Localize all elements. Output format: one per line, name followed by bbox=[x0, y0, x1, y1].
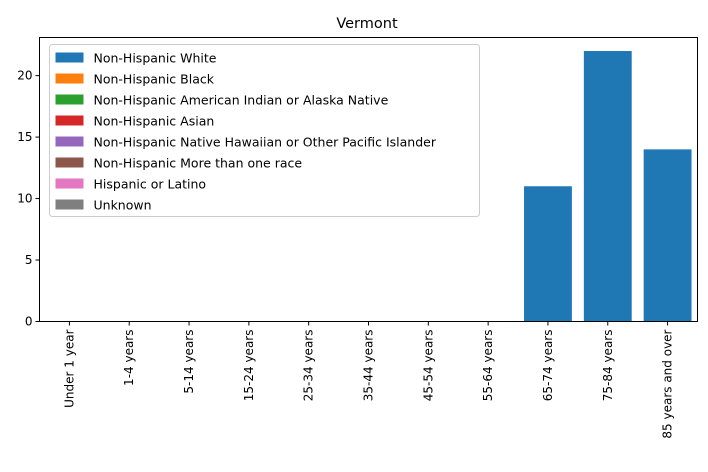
x-tick-label-7: 55-64 years bbox=[481, 330, 495, 402]
y-tick-label-1: 5 bbox=[25, 253, 33, 267]
x-tick-label-6: 45-54 years bbox=[421, 330, 435, 402]
x-axis: Under 1 year 1-4 years 5-14 years 15-24 yea… bbox=[62, 322, 674, 439]
legend: Non-Hispanic White Non-Hispanic Black Non-… bbox=[50, 45, 480, 217]
legend-swatch-2 bbox=[56, 95, 84, 105]
legend-label-1: Non-Hispanic Black bbox=[94, 72, 215, 87]
x-tick-label-3: 15-24 years bbox=[242, 330, 256, 402]
x-tick-label-9: 75-84 years bbox=[601, 330, 615, 402]
y-axis: 0 5 10 15 20 bbox=[17, 69, 39, 329]
legend-swatch-7 bbox=[56, 200, 84, 210]
y-tick-label-3: 15 bbox=[17, 130, 32, 144]
legend-label-5: Non-Hispanic More than one race bbox=[94, 156, 303, 171]
x-tick-label-8: 65-74 years bbox=[541, 330, 555, 402]
legend-swatch-1 bbox=[56, 74, 84, 84]
bar-series-0-cat-9 bbox=[584, 51, 632, 321]
legend-swatch-0 bbox=[56, 53, 84, 63]
legend-label-4: Non-Hispanic Native Hawaiian or Other Pa… bbox=[94, 135, 437, 150]
legend-label-6: Hispanic or Latino bbox=[94, 177, 207, 192]
legend-swatch-3 bbox=[56, 116, 84, 126]
x-tick-label-2: 5-14 years bbox=[182, 330, 196, 394]
legend-label-0: Non-Hispanic White bbox=[94, 51, 217, 66]
bar-series-0-cat-8 bbox=[524, 186, 572, 321]
y-tick-label-2: 10 bbox=[17, 192, 32, 206]
legend-swatch-4 bbox=[56, 137, 84, 147]
bar-series-0-cat-10 bbox=[644, 149, 692, 321]
x-tick-label-10: 85 years and over bbox=[661, 329, 675, 438]
x-tick-label-1: 1-4 years bbox=[122, 330, 136, 386]
x-tick-label-5: 35-44 years bbox=[362, 330, 376, 402]
legend-label-3: Non-Hispanic Asian bbox=[94, 114, 215, 129]
legend-label-2: Non-Hispanic American Indian or Alaska N… bbox=[94, 93, 389, 108]
chart-title: Vermont bbox=[336, 16, 398, 32]
x-tick-label-0: Under 1 year bbox=[62, 329, 76, 407]
legend-swatch-6 bbox=[56, 179, 84, 189]
y-tick-label-0: 0 bbox=[25, 315, 33, 329]
legend-label-7: Unknown bbox=[94, 198, 152, 213]
bars-layer bbox=[524, 51, 691, 321]
legend-swatch-5 bbox=[56, 158, 84, 168]
y-tick-label-4: 20 bbox=[17, 69, 32, 83]
x-tick-label-4: 25-34 years bbox=[302, 330, 316, 402]
